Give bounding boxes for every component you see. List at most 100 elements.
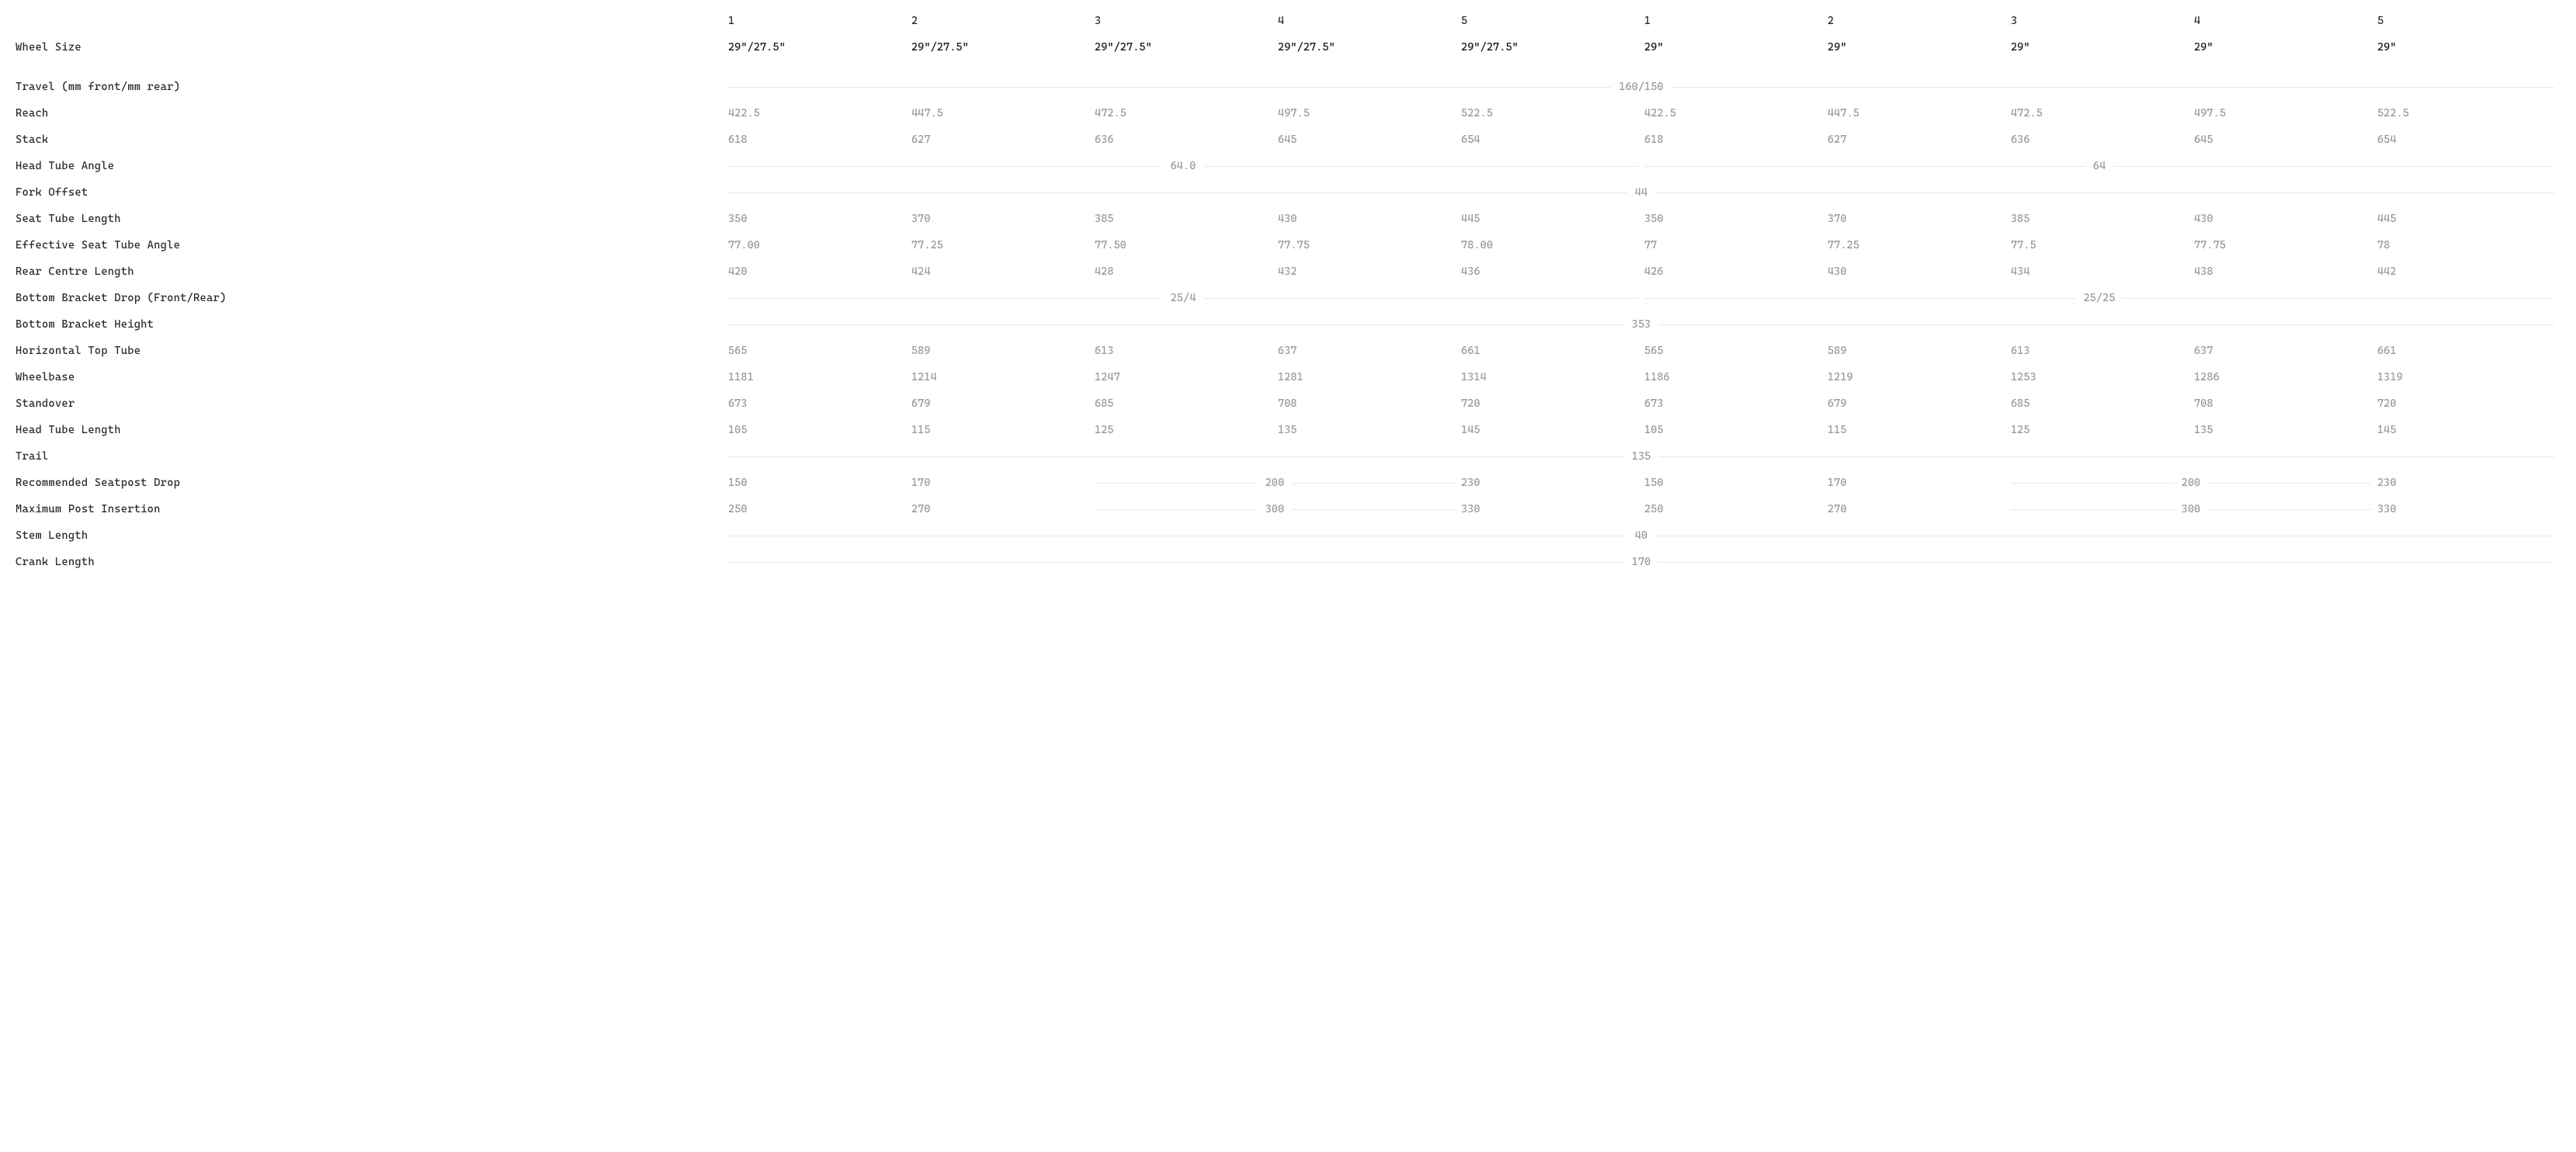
data-cell: 330	[2377, 496, 2560, 522]
data-cell: 430	[1828, 259, 2011, 285]
table-row: Crank Length170	[16, 549, 2560, 575]
data-cell: 385	[1095, 206, 1278, 232]
col-header: 1	[1644, 8, 1828, 34]
geometry-table: 1 2 3 4 5 1 2 3 4 5 Wheel Size29"/27.5"2…	[16, 8, 2560, 575]
span-cell: 300	[2011, 496, 2377, 522]
data-cell: 420	[728, 259, 911, 285]
table-row: Recommended Seatpost Drop150170200230150…	[16, 470, 2560, 496]
data-cell: 78.00	[1461, 232, 1644, 259]
data-cell: 720	[1461, 390, 1644, 417]
table-row: Trail135	[16, 443, 2560, 470]
data-cell: 105	[1644, 417, 1828, 443]
data-cell: 522.5	[1461, 100, 1644, 127]
data-cell: 673	[728, 390, 911, 417]
data-cell: 29"	[1828, 34, 2011, 74]
data-cell: 436	[1461, 259, 1644, 285]
data-cell: 636	[2011, 127, 2194, 153]
span-cell: 25/4	[728, 285, 1644, 311]
span-cell: 170	[728, 549, 2560, 575]
table-row: Stack618627636645654618627636645654	[16, 127, 2560, 153]
table-row: Head Tube Length105115125135145105115125…	[16, 417, 2560, 443]
data-cell: 77.50	[1095, 232, 1278, 259]
data-cell: 77.75	[2194, 232, 2377, 259]
row-label: Crank Length	[16, 549, 728, 575]
data-cell: 645	[1278, 127, 1461, 153]
data-cell: 1247	[1095, 364, 1278, 390]
data-cell: 29"/27.5"	[1278, 34, 1461, 74]
data-cell: 445	[1461, 206, 1644, 232]
row-label: Wheelbase	[16, 364, 728, 390]
row-label: Stem Length	[16, 522, 728, 549]
col-header: 4	[1278, 8, 1461, 34]
data-cell: 637	[1278, 338, 1461, 364]
table-row: Effective Seat Tube Angle77.0077.2577.50…	[16, 232, 2560, 259]
data-cell: 29"/27.5"	[728, 34, 911, 74]
col-header: 3	[1095, 8, 1278, 34]
data-cell: 230	[1461, 470, 1644, 496]
data-cell: 447.5	[911, 100, 1095, 127]
table-header-row: 1 2 3 4 5 1 2 3 4 5	[16, 8, 2560, 34]
data-cell: 589	[911, 338, 1095, 364]
data-cell: 654	[2377, 127, 2560, 153]
data-cell: 430	[1278, 206, 1461, 232]
data-cell: 270	[1828, 496, 2011, 522]
table-row: Bottom Bracket Drop (Front/Rear)25/425/2…	[16, 285, 2560, 311]
table-row: Stem Length40	[16, 522, 2560, 549]
span-cell: 353	[728, 311, 2560, 338]
data-cell: 370	[1828, 206, 2011, 232]
data-cell: 250	[1644, 496, 1828, 522]
row-label: Head Tube Angle	[16, 153, 728, 179]
span-cell: 40	[728, 522, 2560, 549]
data-cell: 589	[1828, 338, 2011, 364]
data-cell: 115	[911, 417, 1095, 443]
data-cell: 77.00	[728, 232, 911, 259]
table-row: Seat Tube Length350370385430445350370385…	[16, 206, 2560, 232]
data-cell: 708	[2194, 390, 2377, 417]
data-cell: 1319	[2377, 364, 2560, 390]
data-cell: 422.5	[1644, 100, 1828, 127]
row-label: Horizontal Top Tube	[16, 338, 728, 364]
table-row: Fork Offset44	[16, 179, 2560, 206]
span-cell: 300	[1095, 496, 1461, 522]
data-cell: 77.75	[1278, 232, 1461, 259]
data-cell: 438	[2194, 259, 2377, 285]
data-cell: 29"	[2194, 34, 2377, 74]
data-cell: 1286	[2194, 364, 2377, 390]
data-cell: 613	[1095, 338, 1278, 364]
data-cell: 150	[728, 470, 911, 496]
row-label: Stack	[16, 127, 728, 153]
data-cell: 430	[2194, 206, 2377, 232]
data-cell: 434	[2011, 259, 2194, 285]
data-cell: 708	[1278, 390, 1461, 417]
data-cell: 77	[1644, 232, 1828, 259]
data-cell: 370	[911, 206, 1095, 232]
data-cell: 145	[1461, 417, 1644, 443]
data-cell: 29"	[1644, 34, 1828, 74]
data-cell: 637	[2194, 338, 2377, 364]
data-cell: 445	[2377, 206, 2560, 232]
col-header: 5	[1461, 8, 1644, 34]
row-label: Maximum Post Insertion	[16, 496, 728, 522]
row-label: Seat Tube Length	[16, 206, 728, 232]
data-cell: 661	[2377, 338, 2560, 364]
col-header: 2	[911, 8, 1095, 34]
data-cell: 250	[728, 496, 911, 522]
data-cell: 29"	[2011, 34, 2194, 74]
data-cell: 673	[1644, 390, 1828, 417]
table-row: Wheelbase1181121412471281131411861219125…	[16, 364, 2560, 390]
table-row: Maximum Post Insertion250270300330250270…	[16, 496, 2560, 522]
table-row: Wheel Size29"/27.5"29"/27.5"29"/27.5"29"…	[16, 34, 2560, 74]
data-cell: 522.5	[2377, 100, 2560, 127]
data-cell: 428	[1095, 259, 1278, 285]
data-cell: 618	[1644, 127, 1828, 153]
data-cell: 170	[911, 470, 1095, 496]
col-header: 5	[2377, 8, 2560, 34]
table-row: Bottom Bracket Height353	[16, 311, 2560, 338]
data-cell: 150	[1644, 470, 1828, 496]
table-row: Rear Centre Length4204244284324364264304…	[16, 259, 2560, 285]
table-row: Standover673679685708720673679685708720	[16, 390, 2560, 417]
data-cell: 497.5	[1278, 100, 1461, 127]
data-cell: 125	[1095, 417, 1278, 443]
data-cell: 472.5	[2011, 100, 2194, 127]
table-row: Horizontal Top Tube565589613637661565589…	[16, 338, 2560, 364]
